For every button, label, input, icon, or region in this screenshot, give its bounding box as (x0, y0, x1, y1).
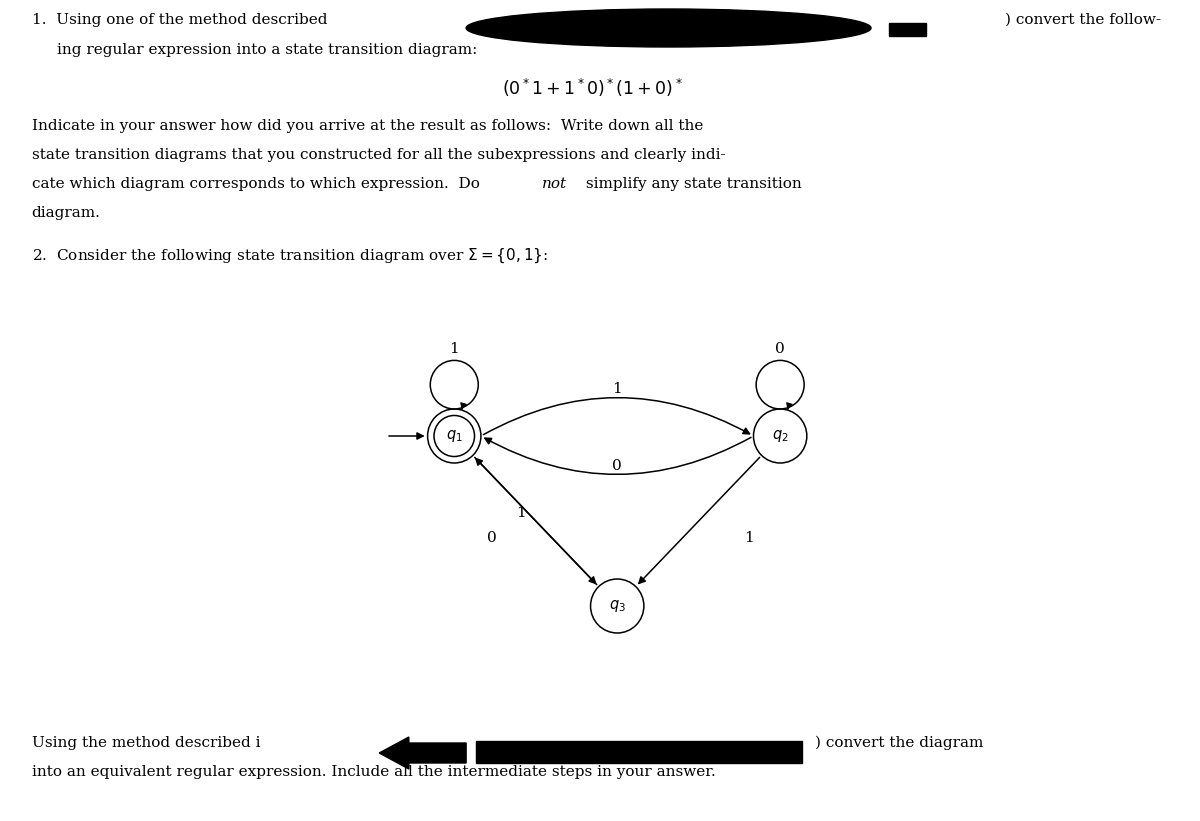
Text: 0: 0 (487, 531, 497, 545)
Text: Indicate in your answer how did you arrive at the result as follows:  Write down: Indicate in your answer how did you arri… (31, 119, 703, 133)
Text: $q_2$: $q_2$ (772, 428, 788, 444)
Text: state transition diagrams that you constructed for all the subexpressions and cl: state transition diagrams that you const… (31, 148, 725, 162)
Text: Using the method described i: Using the method described i (31, 736, 260, 750)
Ellipse shape (466, 9, 871, 47)
Text: ) convert the diagram: ) convert the diagram (815, 736, 983, 750)
Text: simplify any state transition: simplify any state transition (581, 177, 802, 191)
Text: $q_1$: $q_1$ (446, 428, 463, 444)
Text: cate which diagram corresponds to which expression.  Do: cate which diagram corresponds to which … (31, 177, 485, 191)
FancyBboxPatch shape (889, 23, 926, 36)
Text: ing regular expression into a state transition diagram:: ing regular expression into a state tran… (58, 43, 478, 57)
Text: 1: 1 (744, 531, 754, 545)
Text: 0: 0 (612, 459, 622, 473)
Text: $q_3$: $q_3$ (608, 598, 625, 614)
Text: into an equivalent regular expression. Include all the intermediate steps in you: into an equivalent regular expression. I… (31, 765, 715, 779)
Text: 2.  Consider the following state transition diagram over $\Sigma = \{0,1\}$:: 2. Consider the following state transiti… (31, 247, 547, 265)
Text: 1: 1 (449, 342, 460, 356)
Text: not: not (542, 177, 568, 191)
Text: diagram.: diagram. (31, 206, 101, 220)
Text: 1: 1 (612, 382, 622, 396)
Text: 1.  Using one of the method described: 1. Using one of the method described (31, 13, 328, 27)
FancyBboxPatch shape (476, 741, 802, 763)
Text: 0: 0 (775, 342, 785, 356)
Text: $(0^*1 + 1^*0)^*(1+0)^*$: $(0^*1 + 1^*0)^*(1+0)^*$ (502, 77, 683, 99)
Text: 1: 1 (516, 506, 527, 520)
Text: ) convert the follow-: ) convert the follow- (1006, 13, 1162, 27)
FancyArrow shape (379, 737, 466, 769)
